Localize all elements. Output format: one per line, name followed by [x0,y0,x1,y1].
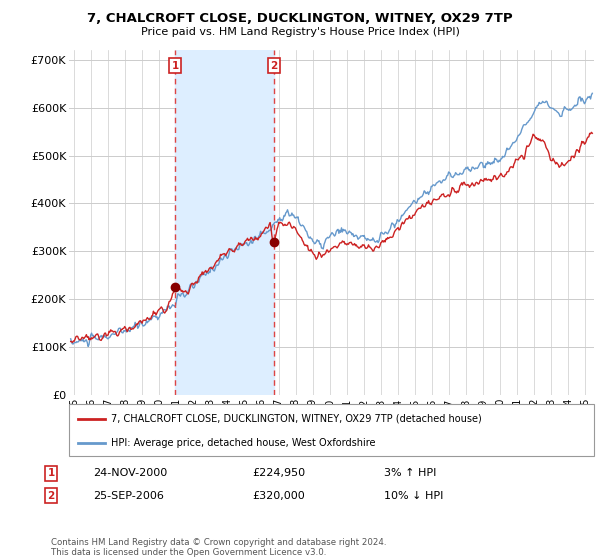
Text: HPI: Average price, detached house, West Oxfordshire: HPI: Average price, detached house, West… [111,438,376,449]
Text: 1: 1 [172,60,179,71]
Text: £320,000: £320,000 [252,491,305,501]
Text: 10% ↓ HPI: 10% ↓ HPI [384,491,443,501]
Text: 2: 2 [271,60,278,71]
Text: 24-NOV-2000: 24-NOV-2000 [93,468,167,478]
Text: £224,950: £224,950 [252,468,305,478]
Text: 2: 2 [47,491,55,501]
Text: 3% ↑ HPI: 3% ↑ HPI [384,468,436,478]
Text: Contains HM Land Registry data © Crown copyright and database right 2024.
This d: Contains HM Land Registry data © Crown c… [51,538,386,557]
Text: 7, CHALCROFT CLOSE, DUCKLINGTON, WITNEY, OX29 7TP (detached house): 7, CHALCROFT CLOSE, DUCKLINGTON, WITNEY,… [111,414,482,424]
Bar [175,50,274,395]
Text: Price paid vs. HM Land Registry's House Price Index (HPI): Price paid vs. HM Land Registry's House … [140,27,460,37]
Text: 7, CHALCROFT CLOSE, DUCKLINGTON, WITNEY, OX29 7TP: 7, CHALCROFT CLOSE, DUCKLINGTON, WITNEY,… [87,12,513,25]
Text: 1: 1 [47,468,55,478]
Text: 25-SEP-2006: 25-SEP-2006 [93,491,164,501]
